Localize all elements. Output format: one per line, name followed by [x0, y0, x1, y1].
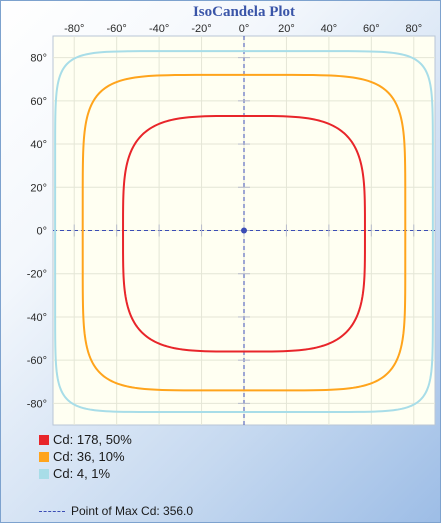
legend-item-36: Cd: 36, 10%	[39, 448, 132, 465]
legend-swatch-orange	[39, 451, 49, 462]
legend-label: Cd: 178, 50%	[53, 432, 132, 447]
max-cd-note: Point of Max Cd: 356.0	[39, 504, 193, 518]
legend-swatch-red	[39, 434, 49, 445]
y-tick-label: 80°	[30, 53, 47, 65]
legend-label: Cd: 36, 10%	[53, 449, 125, 464]
x-tick-label: 20°	[278, 23, 295, 35]
chart-title: IsoCandela Plot	[193, 4, 295, 20]
x-tick-label: 80°	[405, 23, 422, 35]
legend-label: Cd: 4, 1%	[53, 466, 111, 481]
max-cd-label: Point of Max Cd: 356.0	[71, 504, 194, 518]
y-tick-label: -80°	[27, 398, 47, 410]
y-tick-label: 20°	[30, 182, 47, 194]
contour-series-0	[122, 114, 366, 353]
legend-item-4: Cd: 4, 1%	[39, 465, 132, 482]
legend-swatch-lightblue	[39, 468, 49, 479]
contour-series-2	[54, 50, 434, 414]
x-tick-label: 0°	[239, 23, 250, 35]
x-tick-label: -80°	[64, 23, 84, 35]
x-tick-label: 40°	[321, 23, 338, 35]
x-tick-label: -20°	[191, 23, 211, 35]
y-tick-label: -40°	[27, 312, 47, 324]
x-tick-label: -60°	[107, 23, 127, 35]
legend: Cd: 178, 50% Cd: 36, 10% Cd: 4, 1%	[39, 431, 132, 482]
y-tick-label: -60°	[27, 355, 47, 367]
y-tick-label: -20°	[27, 269, 47, 281]
legend-item-178: Cd: 178, 50%	[39, 431, 132, 448]
y-tick-label: 0°	[36, 226, 47, 238]
max-cd-dash	[39, 510, 65, 512]
y-tick-label: 60°	[30, 96, 47, 108]
x-tick-label: -40°	[149, 23, 169, 35]
max-point-marker	[241, 227, 247, 234]
x-tick-label: 60°	[363, 23, 380, 35]
contour-series-1	[81, 73, 407, 392]
y-tick-label: 40°	[30, 139, 47, 151]
